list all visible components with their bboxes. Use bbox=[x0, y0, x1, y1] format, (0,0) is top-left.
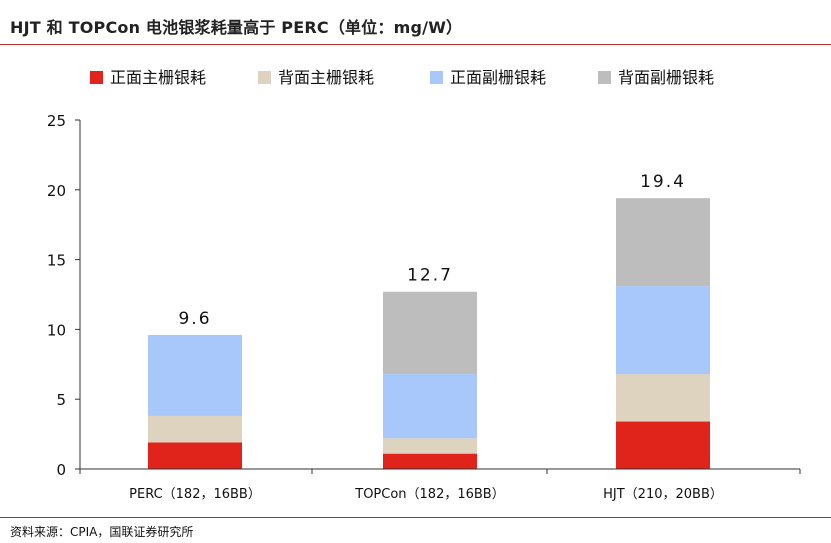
y-tick-label: 5 bbox=[56, 391, 66, 409]
legend-swatch bbox=[90, 71, 103, 84]
legend-swatch bbox=[598, 71, 611, 84]
y-tick-label: 10 bbox=[47, 321, 66, 339]
total-data-label: 9.6 bbox=[178, 309, 211, 329]
y-axis: 0 5 10 15 20 25 bbox=[47, 112, 81, 479]
y-tick-label: 15 bbox=[47, 252, 66, 270]
legend-label: 正面主栅银耗 bbox=[110, 68, 206, 87]
legend-label: 背面主栅银耗 bbox=[278, 68, 374, 87]
y-tick-label: 25 bbox=[47, 112, 66, 130]
stacked-bar-chart: 正面主栅银耗 背面主栅银耗 正面副栅银耗 背面副栅银耗 0 5 10 15 20 25 PERC… bbox=[47, 68, 801, 502]
y-tick-label: 0 bbox=[56, 461, 66, 479]
bar-segment bbox=[616, 286, 710, 375]
bar-segment bbox=[383, 453, 477, 469]
legend-swatch bbox=[430, 71, 443, 84]
y-tick-label: 20 bbox=[47, 182, 66, 200]
legend: 正面主栅银耗 背面主栅银耗 正面副栅银耗 背面副栅银耗 bbox=[90, 68, 714, 87]
bar-segment bbox=[616, 374, 710, 422]
bar-segment bbox=[383, 438, 477, 454]
legend-label: 背面副栅银耗 bbox=[618, 68, 714, 87]
footer-divider bbox=[0, 517, 831, 518]
x-category-label: PERC（182，16BB） bbox=[129, 487, 261, 502]
chart-title: HJT 和 TOPCon 电池银浆耗量高于 PERC（单位：mg/W） bbox=[10, 18, 463, 37]
bar-segment bbox=[148, 442, 242, 469]
bar-segment bbox=[383, 374, 477, 439]
title-divider bbox=[0, 44, 831, 45]
total-data-label: 19.4 bbox=[640, 172, 686, 192]
bar-segment bbox=[148, 415, 242, 443]
x-category-label: TOPCon（182，16BB） bbox=[354, 487, 504, 502]
bar-segment bbox=[616, 421, 710, 469]
bars bbox=[148, 198, 710, 469]
data-labels: 9.6 12.7 19.4 bbox=[178, 172, 686, 329]
total-data-label: 12.7 bbox=[407, 266, 453, 286]
bar-segment bbox=[383, 291, 477, 375]
legend-label: 正面副栅银耗 bbox=[450, 68, 546, 87]
x-axis: PERC（182，16BB） TOPCon（182，16BB） HJT（210，20… bbox=[79, 468, 801, 502]
x-category-label: HJT（210，20BB） bbox=[603, 487, 723, 502]
bar-segment bbox=[616, 198, 710, 287]
legend-swatch bbox=[258, 71, 271, 84]
bar-segment bbox=[148, 334, 242, 416]
source-note: 资料来源：CPIA，国联证券研究所 bbox=[10, 525, 194, 539]
